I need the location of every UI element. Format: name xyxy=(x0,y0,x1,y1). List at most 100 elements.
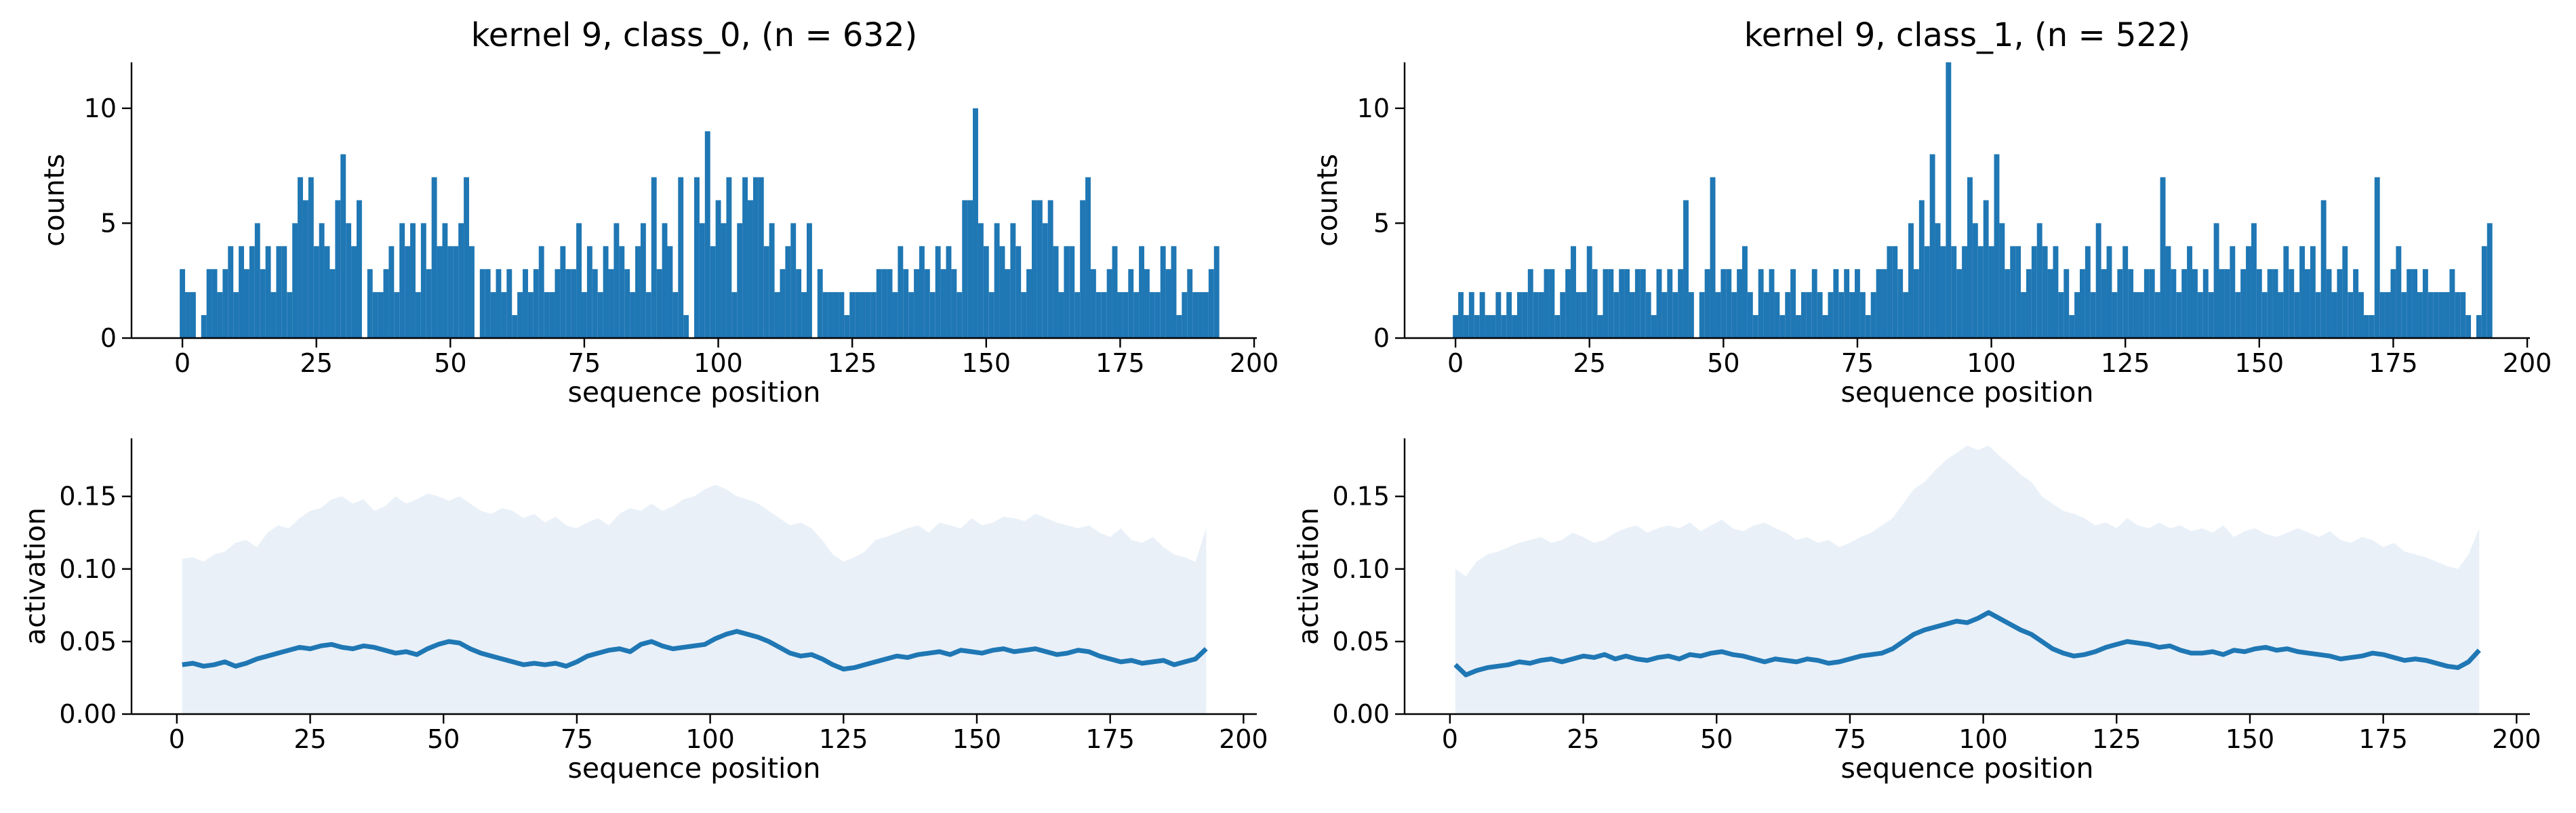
histogram-bar xyxy=(683,315,689,338)
histogram-bar xyxy=(270,292,277,338)
histogram-bar xyxy=(367,269,373,338)
histogram-bar xyxy=(807,223,812,338)
histogram-bar xyxy=(2481,246,2487,338)
histogram-bar xyxy=(2095,223,2101,338)
histogram-bar xyxy=(2466,315,2472,338)
histogram-bar xyxy=(1095,292,1102,338)
histogram-bar xyxy=(399,223,405,338)
histogram-bar xyxy=(1501,315,1507,338)
histogram-bar xyxy=(2278,292,2284,338)
x-tick-label: 25 xyxy=(294,724,326,754)
y-axis-label: counts xyxy=(38,154,71,247)
histogram-bar xyxy=(2428,292,2434,338)
y-tick-label: 0.00 xyxy=(59,699,117,729)
histogram-bar xyxy=(1597,315,1603,338)
histogram-bar xyxy=(640,223,646,338)
histogram-bar xyxy=(978,223,984,338)
histogram-bar xyxy=(222,269,228,338)
x-tick-label: 150 xyxy=(2235,348,2285,378)
histogram-bar xyxy=(2117,269,2123,338)
x-tick-label: 100 xyxy=(685,724,735,754)
histogram-bar xyxy=(988,292,994,338)
histogram-bar xyxy=(1881,269,1887,338)
histogram-bar xyxy=(973,108,978,339)
histogram-bar xyxy=(1913,269,1919,338)
histogram-bar xyxy=(903,269,909,338)
histogram-bar xyxy=(431,177,437,338)
histogram-bar xyxy=(1796,315,1801,338)
x-axis-label: sequence position xyxy=(1840,752,2093,785)
histogram-bar xyxy=(1058,292,1064,338)
histogram-bar xyxy=(1855,269,1860,338)
histogram-bar xyxy=(667,246,673,338)
histogram-bar xyxy=(2085,246,2091,338)
histogram-bar xyxy=(1165,269,1171,338)
histogram-bar xyxy=(1844,269,1850,338)
histogram-bar xyxy=(865,292,871,338)
histogram-bar xyxy=(1453,315,1459,338)
histogram-bar xyxy=(506,269,512,338)
histogram-bar xyxy=(1571,246,1576,338)
histogram-bar xyxy=(281,246,287,338)
histogram-bar xyxy=(1752,315,1758,338)
histogram-bar xyxy=(1720,269,1727,338)
y-tick-label: 0.00 xyxy=(1332,699,1390,729)
histogram-bar xyxy=(1533,292,1539,338)
histogram-bar xyxy=(1176,315,1182,338)
histogram-bar xyxy=(1015,246,1022,338)
histogram-bar xyxy=(999,246,1005,338)
histogram-bar xyxy=(2080,269,2085,338)
histogram-bar xyxy=(957,292,963,338)
histogram-bar xyxy=(2240,269,2247,338)
histogram-bar xyxy=(1630,292,1635,338)
histogram-bar xyxy=(1101,292,1107,338)
histogram-bar xyxy=(2021,292,2026,338)
histogram-bar xyxy=(2348,292,2354,338)
histogram-bar xyxy=(394,292,400,338)
histogram-bar xyxy=(1956,269,1963,338)
histogram-bar xyxy=(1806,292,1812,338)
histogram-bar xyxy=(2283,246,2289,338)
y-axis-label: counts xyxy=(1311,154,1344,247)
histogram-bar xyxy=(2396,246,2402,338)
histogram-bar xyxy=(2294,292,2300,338)
histogram-bar xyxy=(763,246,769,338)
x-tick-label: 150 xyxy=(2226,724,2275,754)
histogram-bar xyxy=(1581,292,1587,338)
histogram-bar xyxy=(582,292,587,338)
histogram-bar xyxy=(881,269,887,338)
x-tick-label: 200 xyxy=(2492,724,2541,754)
histogram-bar xyxy=(2261,292,2268,338)
histogram-bar xyxy=(935,246,941,338)
histogram-bar xyxy=(635,246,641,338)
y-tick-label: 5 xyxy=(1373,208,1390,238)
histogram-bar xyxy=(1506,292,1512,338)
histogram-bar xyxy=(319,223,325,338)
histogram-bar xyxy=(1774,292,1780,338)
histogram-bar xyxy=(2165,246,2171,338)
histogram-bar xyxy=(2181,269,2188,338)
histogram-bar xyxy=(1198,292,1203,338)
histogram-bar xyxy=(1608,269,1614,338)
histogram-bar xyxy=(2160,177,2166,338)
histogram-bar xyxy=(1090,269,1096,338)
histogram-bar xyxy=(1187,269,1193,338)
panel: 0 25 50 75 100 125 150 175 200 0.00 0.05 0.10 0.15 se… xyxy=(19,438,1268,785)
x-tick-label: 75 xyxy=(561,724,593,754)
y-tick-label: 0 xyxy=(100,323,117,353)
histogram-bar xyxy=(415,292,421,338)
histogram-bar xyxy=(1892,246,1898,338)
histogram-bar xyxy=(2230,246,2236,338)
histogram-bar xyxy=(994,223,1000,338)
x-tick-label: 125 xyxy=(828,348,877,378)
histogram-bar xyxy=(619,246,625,338)
histogram-bar xyxy=(1123,292,1129,338)
histogram-bar xyxy=(1903,292,1909,338)
histogram-bar xyxy=(560,246,566,338)
x-tick-label: 50 xyxy=(1700,724,1733,754)
histogram-bar xyxy=(2219,269,2225,338)
histogram-bar xyxy=(442,223,448,338)
histogram-bar xyxy=(496,269,502,338)
histogram-bar xyxy=(2133,292,2139,338)
histogram-bar xyxy=(1171,246,1177,338)
